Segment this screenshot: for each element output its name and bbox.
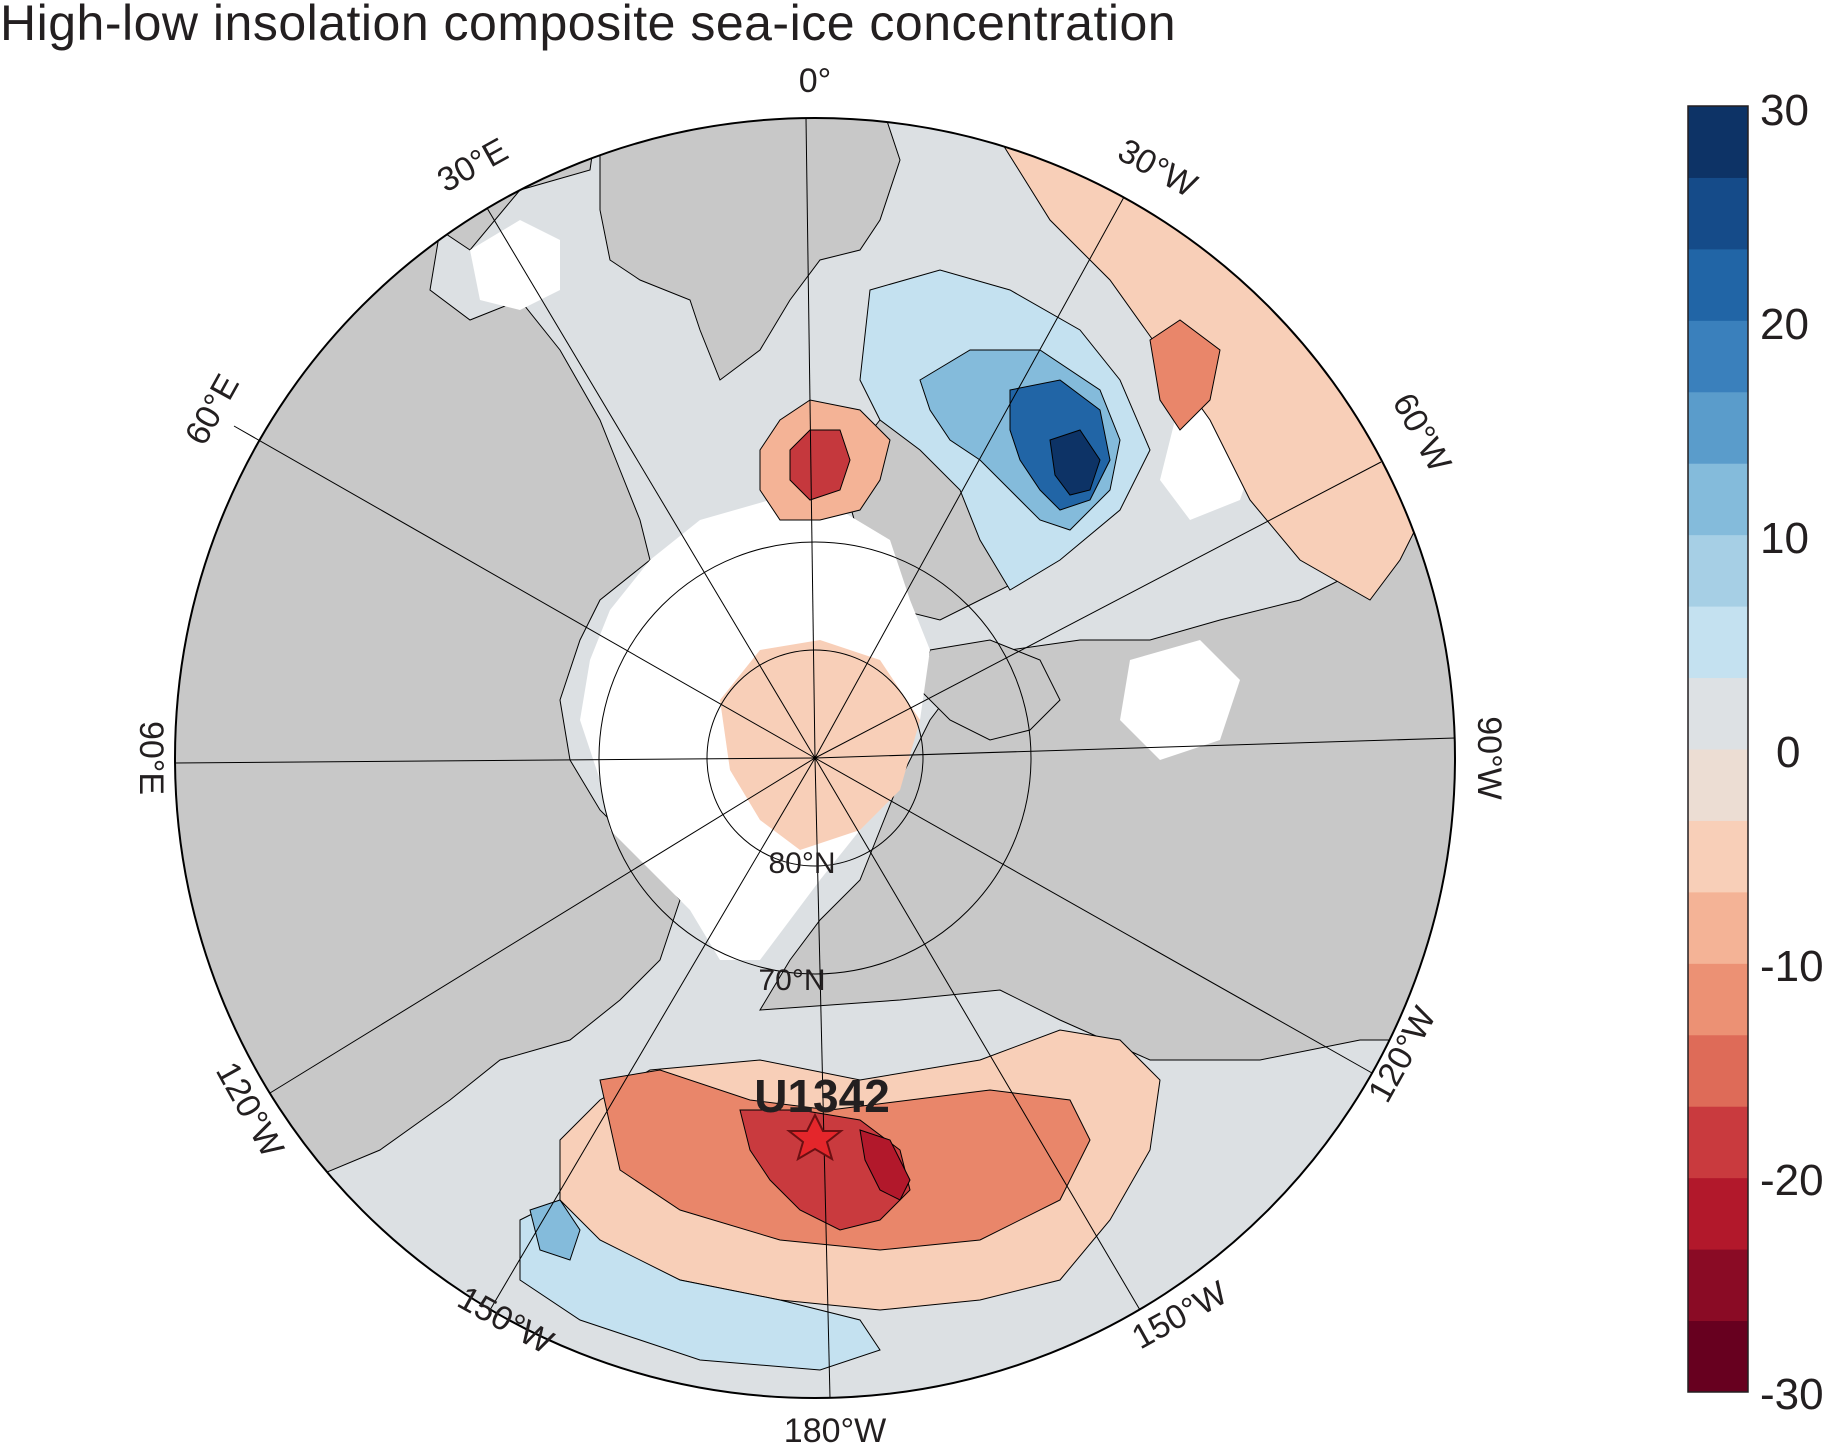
colorbar-bin xyxy=(1688,177,1748,250)
colorbar-bin xyxy=(1688,248,1748,321)
lon-label-30w: 30°W xyxy=(1112,132,1203,206)
colorbar-tick-neg30: -30 xyxy=(1760,1370,1824,1419)
anomaly-okhotsk-positive xyxy=(519,1199,881,1371)
anomaly-central-negative xyxy=(720,640,920,850)
colorbar-bin xyxy=(1688,463,1748,536)
lon-label-180w: 180°W xyxy=(784,1412,886,1445)
ice-region-hudson xyxy=(1120,640,1240,760)
site-star-marker xyxy=(786,1112,844,1162)
colorbar-tick-20: 20 xyxy=(1760,300,1809,349)
lon-label-0: 0° xyxy=(799,62,832,100)
colorbar-bin xyxy=(1688,534,1748,607)
lon-label-90w: 90°W xyxy=(1470,716,1508,800)
colorbar-bin xyxy=(1688,1320,1748,1393)
colorbar-bin xyxy=(1688,320,1748,393)
colorbar-tick-0: 0 xyxy=(1776,728,1800,777)
colorbar-tick-neg10: -10 xyxy=(1760,942,1824,991)
site-label: U1342 xyxy=(754,1070,890,1122)
graticule xyxy=(174,117,1456,1399)
anomaly-barents-core xyxy=(789,429,851,501)
colorbar-bin xyxy=(1688,1034,1748,1107)
ice-region-kara xyxy=(470,220,560,310)
colorbar-tick-30: 30 xyxy=(1760,86,1809,135)
land-scandinavia xyxy=(599,118,901,381)
colorbar xyxy=(1688,106,1748,1393)
colorbar-bin xyxy=(1688,1249,1748,1322)
land-north-america xyxy=(759,478,1455,1061)
lat-label-70n: 70°N xyxy=(758,964,825,997)
chart-title: High-low insolation composite sea-ice co… xyxy=(0,0,1177,51)
colorbar-bin xyxy=(1688,820,1748,893)
colorbar-frame xyxy=(1687,105,1749,1393)
colorbar-bin xyxy=(1688,677,1748,750)
lon-label-60e: 60°E xyxy=(178,368,247,451)
anomaly-bering-negative-peak xyxy=(859,1129,911,1201)
anomaly-atlantic-negative-mid xyxy=(1149,319,1221,431)
land-arctic-islands xyxy=(919,639,1061,741)
colorbar-bin xyxy=(1688,963,1748,1036)
colorbar-bin xyxy=(1688,606,1748,679)
anomaly-okhotsk-positive-mid xyxy=(529,1199,581,1261)
lat-label-80n: 80°N xyxy=(768,847,835,880)
colorbar-tick-10: 10 xyxy=(1760,514,1809,563)
colorbar-bin xyxy=(1688,1177,1748,1250)
colorbar-bin xyxy=(1688,1106,1748,1179)
colorbar-tick-neg20: -20 xyxy=(1760,1156,1824,1205)
lon-label-90e: 90°E xyxy=(132,721,170,795)
colorbar-bin xyxy=(1688,391,1748,464)
map-disk xyxy=(175,118,1455,1398)
anomaly-greenland-positive-core xyxy=(1049,429,1101,496)
lon-label-60w: 60°W xyxy=(1385,387,1459,478)
lon-label-30e: 30°E xyxy=(431,131,514,200)
colorbar-bin xyxy=(1688,891,1748,964)
colorbar-bin xyxy=(1688,106,1748,178)
colorbar-bin xyxy=(1688,749,1748,821)
